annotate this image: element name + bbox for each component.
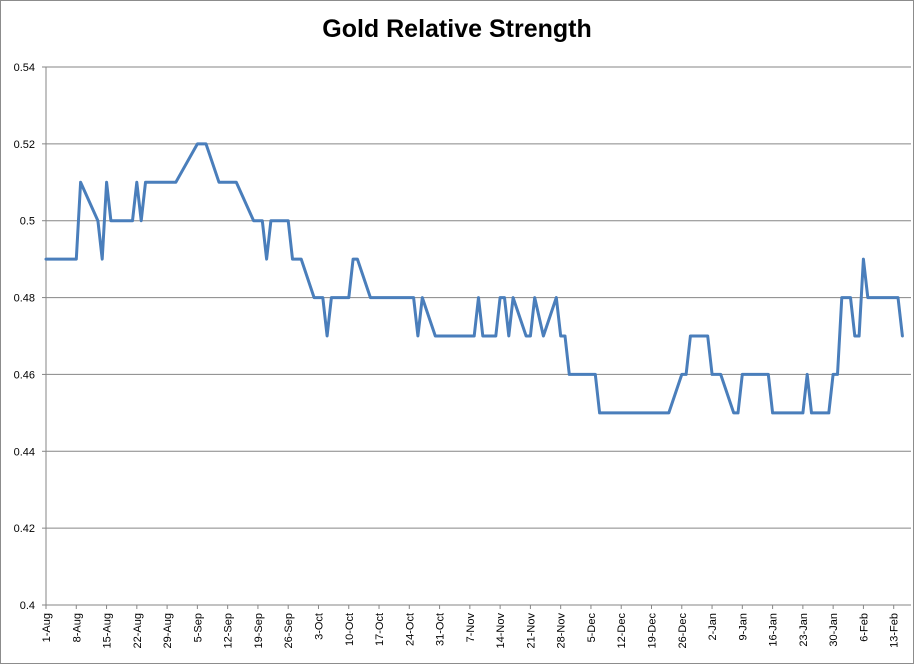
y-tick-label: 0.4 [20,600,35,612]
x-tick-label: 10-Oct [344,613,356,646]
x-tick-label: 12-Sep [223,613,235,648]
x-tick-label: 29-Aug [162,613,174,648]
y-tick-label: 0.52 [14,139,35,151]
x-tick-label: 24-Oct [404,613,416,646]
x-tick-label: 30-Jan [828,613,840,647]
x-tick-label: 5-Sep [192,613,204,642]
x-tick-label: 26-Dec [677,613,689,649]
x-tick-label: 6-Feb [858,613,870,642]
series-line [44,142,904,415]
chart-title: Gold Relative Strength [322,15,592,43]
x-tick-label: 23-Jan [798,613,810,647]
y-tick-label: 0.44 [14,446,35,458]
y-tick-label: 0.54 [14,62,35,74]
x-tick-label: 16-Jan [768,613,780,647]
y-tick-label: 0.46 [14,369,35,381]
x-tick-label: 2-Jan [707,613,719,641]
y-tick-label: 0.5 [20,216,35,228]
x-tick-label: 13-Feb [889,613,901,648]
y-tick-label: 0.42 [14,523,35,535]
x-tick-label: 22-Aug [132,613,144,648]
y-tick-label: 0.48 [14,293,35,305]
x-tick-label: 19-Sep [253,613,265,648]
x-tick-label: 15-Aug [102,613,114,648]
x-tick-label: 7-Nov [465,613,477,643]
x-tick-label: 19-Dec [647,613,659,649]
x-tick-label: 3-Oct [313,613,325,640]
x-tick-label: 31-Oct [435,613,447,646]
x-tick-label: 17-Oct [374,613,386,646]
x-tick-label: 1-Aug [41,613,53,642]
x-tick-label: 21-Nov [525,613,537,649]
x-tick-label: 9-Jan [737,613,749,641]
x-tick-label: 28-Nov [556,613,568,649]
x-tick-label: 5-Dec [586,613,598,643]
x-tick-label: 8-Aug [71,613,83,642]
x-tick-label: 12-Dec [616,613,628,649]
x-tick-label: 14-Nov [495,613,507,649]
x-tick-label: 26-Sep [283,613,295,648]
